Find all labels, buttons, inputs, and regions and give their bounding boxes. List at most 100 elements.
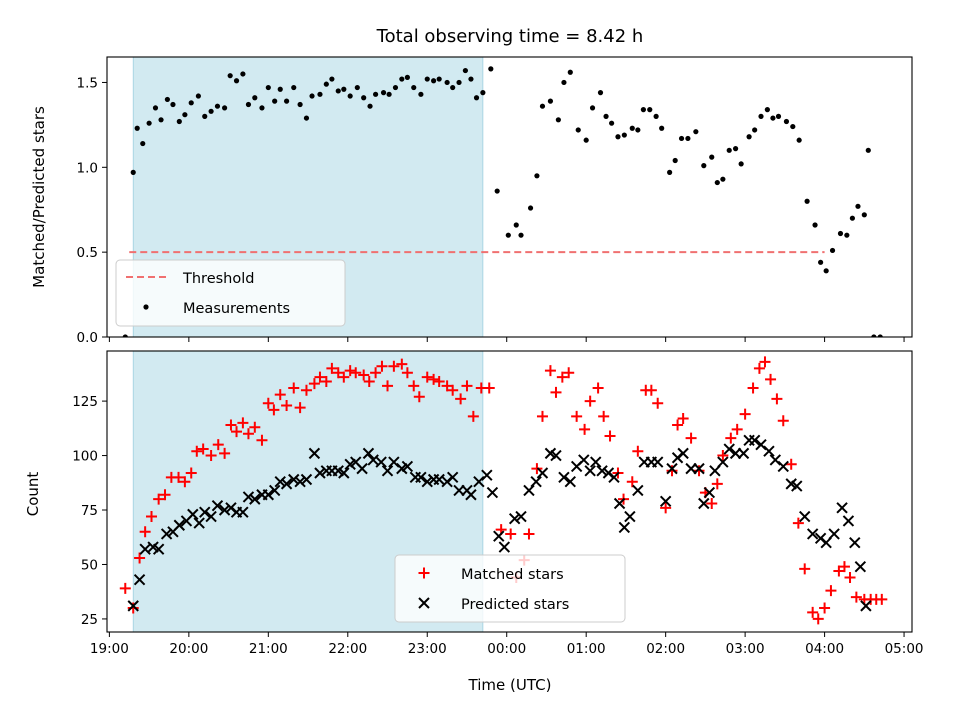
data-point [629, 125, 635, 131]
data-point [609, 120, 615, 126]
data-point [447, 384, 459, 396]
data-point [534, 173, 540, 179]
y-tick-label: 75 [81, 503, 98, 519]
legend-predicted-label: Predicted stars [461, 597, 569, 613]
data-point [764, 107, 770, 113]
data-point [667, 169, 673, 175]
data-point [433, 375, 445, 387]
data-point [547, 98, 554, 104]
data-point [344, 365, 356, 377]
data-point [211, 499, 224, 512]
data-point [354, 84, 360, 91]
data-point [785, 458, 797, 470]
data-point [592, 382, 604, 394]
data-point [208, 108, 214, 114]
data-point [818, 259, 824, 265]
data-point [723, 443, 735, 455]
data-point [280, 478, 293, 490]
data-point [240, 71, 246, 77]
y-tick-label: 1.0 [77, 160, 98, 176]
data-point [653, 113, 659, 119]
data-point [134, 125, 140, 131]
data-point [589, 105, 596, 111]
data-point [214, 103, 221, 109]
data-point [356, 462, 368, 475]
data-point [877, 334, 883, 337]
data-point [428, 373, 440, 385]
data-point [584, 395, 596, 407]
data-point [436, 76, 442, 82]
data-point [725, 432, 737, 444]
data-point [170, 101, 176, 108]
data-point [791, 480, 803, 492]
data-point [871, 334, 877, 337]
plot-frame [106, 350, 913, 633]
data-point [237, 506, 249, 518]
data-point [119, 582, 131, 594]
data-point [268, 484, 281, 497]
data-point [382, 380, 394, 392]
data-point [775, 113, 782, 119]
data-point [465, 489, 477, 501]
data-point [329, 76, 335, 82]
data-point [748, 434, 761, 447]
data-point [717, 450, 729, 462]
data-point [441, 380, 453, 392]
data-point [320, 375, 332, 387]
data-point [294, 475, 306, 488]
data-point [418, 91, 424, 97]
data-point [468, 76, 474, 82]
data-point [341, 86, 347, 92]
data-point [179, 476, 191, 488]
data-point [139, 543, 151, 555]
data-point [518, 232, 524, 238]
data-point [297, 101, 303, 108]
data-point [812, 222, 818, 228]
data-point [300, 473, 313, 486]
data-point [711, 478, 723, 490]
data-point [685, 135, 691, 142]
data-point [505, 528, 517, 540]
data-point [635, 127, 641, 133]
data-point [338, 467, 350, 479]
data-point [309, 93, 315, 99]
data-point [807, 606, 819, 618]
legend-matched-marker [418, 567, 430, 579]
data-point [703, 486, 716, 499]
data-point [726, 147, 732, 153]
data-point [127, 600, 139, 612]
data-point [242, 428, 254, 440]
data-point [488, 66, 494, 72]
data-point [812, 613, 824, 625]
data-point [598, 410, 610, 422]
data-point [421, 475, 433, 488]
data-point [277, 86, 283, 92]
data-point [140, 140, 146, 147]
data-point [187, 508, 199, 521]
data-point [159, 489, 171, 501]
data-point [640, 107, 647, 113]
data-point [122, 334, 128, 337]
data-point [677, 447, 689, 460]
data-point [199, 506, 211, 518]
data-point [133, 574, 146, 586]
data-point [288, 382, 300, 394]
data-point [584, 465, 596, 477]
data-point [561, 79, 567, 86]
data-point [770, 115, 776, 121]
data-point [659, 125, 665, 131]
data-point [632, 484, 644, 497]
data-point [823, 268, 829, 274]
data-point [527, 205, 534, 211]
data-point [308, 378, 320, 390]
data-point [249, 421, 261, 433]
data-point [539, 103, 546, 109]
data-point [860, 600, 872, 612]
legend-predicted-marker [418, 597, 430, 609]
data-point [693, 465, 705, 477]
data-point [380, 90, 387, 96]
data-point [462, 67, 468, 74]
data-point [693, 462, 705, 475]
data-point [493, 530, 505, 542]
data-point [483, 382, 495, 394]
